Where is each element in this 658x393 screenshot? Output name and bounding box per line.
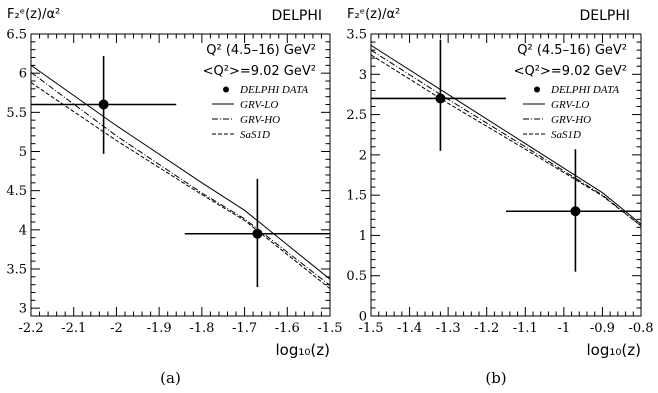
- x-tick-label: -0.9: [590, 321, 615, 336]
- x-tick-label: -1.8: [189, 321, 214, 336]
- experiment-title: DELPHI: [579, 8, 630, 24]
- x-tick-label: -1.1: [513, 321, 538, 336]
- x-tick-label: -2.1: [61, 321, 86, 336]
- experiment-title: DELPHI: [271, 8, 322, 24]
- x-tick-label: -1.6: [275, 321, 300, 336]
- legend-label: DELPHI DATA: [550, 84, 619, 96]
- x-axis-label: log₁₀(z): [276, 341, 330, 359]
- q2-mean-label: <Q²>=9.02 GeV²: [203, 64, 316, 79]
- plot-frame: [370, 33, 642, 317]
- legend-label: SaS1D: [551, 129, 581, 141]
- x-tick-label: -1.4: [397, 321, 422, 336]
- y-tick-label: 1.5: [346, 189, 367, 204]
- x-tick-label: -1.3: [436, 321, 461, 336]
- x-tick-label: -2: [110, 321, 123, 336]
- legend-label: SaS1D: [240, 129, 270, 141]
- q2-mean-label: <Q²>=9.02 GeV²: [514, 64, 627, 79]
- data-point: [570, 206, 581, 217]
- legend-marker-data: [223, 86, 229, 93]
- y-tick-label: 3.5: [6, 263, 27, 278]
- x-tick-label: -0.8: [628, 321, 653, 336]
- series-line-sas1d: [31, 82, 330, 289]
- legend-label: GRV-LO: [240, 99, 278, 111]
- y-axis-label: F₂ᵉ(z)/α²: [347, 7, 400, 22]
- legend-label: GRV-HO: [551, 114, 591, 126]
- series-line-grv-lo: [31, 64, 330, 280]
- y-tick-label: 4.5: [6, 184, 27, 199]
- series-line-grv-lo: [371, 44, 641, 225]
- y-tick-label: 3: [359, 68, 367, 83]
- series-line-grv-ho: [371, 49, 641, 227]
- x-tick-label: -1.2: [474, 321, 499, 336]
- series-line-grv-ho: [31, 71, 330, 286]
- series-line-sas1d: [371, 54, 641, 227]
- legend-label: GRV-LO: [551, 99, 589, 111]
- y-tick-label: 0: [359, 310, 367, 325]
- legend-label: DELPHI DATA: [239, 84, 308, 96]
- x-tick-label: -1.5: [358, 321, 383, 336]
- x-tick-label: -1: [558, 321, 571, 336]
- chart-panel-b: -1.5 -1.4 -1.3 -1.2 -1.1 -1 -0.9 -0.8 0 0.5 1 1.5 2 2…: [346, 7, 653, 387]
- data-point: [435, 93, 446, 104]
- x-tick-label: -1.5: [317, 321, 342, 336]
- x-tick-label: -2.2: [18, 321, 43, 336]
- y-tick-label: 6.5: [6, 28, 27, 43]
- y-tick-label: 5.5: [6, 106, 27, 121]
- data-point: [98, 99, 109, 110]
- y-tick-label: 6: [19, 67, 27, 82]
- panel-caption: (a): [160, 369, 181, 387]
- y-tick-label: 3.5: [346, 28, 367, 43]
- y-tick-label: 5: [19, 145, 27, 160]
- x-axis-label: log₁₀(z): [587, 341, 641, 359]
- y-tick-label: 2.5: [346, 108, 367, 123]
- y-axis-label: F₂ᵉ(z)/α²: [7, 7, 60, 22]
- y-tick-label: 0.5: [346, 269, 367, 284]
- data-point: [252, 228, 263, 239]
- y-tick-label: 1: [359, 229, 367, 244]
- y-tick-label: 4: [19, 223, 27, 238]
- x-tick-label: -1.7: [232, 321, 257, 336]
- y-tick-label: 2: [359, 148, 367, 163]
- q2-range-label: Q² (4.5–16) GeV²: [517, 43, 627, 58]
- y-tick-label: 3: [19, 302, 27, 317]
- chart-panel-a: -2.2 -2.1 -2 -1.9 -1.8 -1.7 -1.6 -1.5 3 3.5 4 4.5 5 5…: [6, 7, 342, 387]
- legend-label: GRV-HO: [240, 114, 280, 126]
- x-tick-label: -1.9: [147, 321, 172, 336]
- q2-range-label: Q² (4.5–16) GeV²: [206, 43, 316, 58]
- legend-marker-data: [534, 86, 540, 93]
- panel-caption: (b): [485, 369, 506, 387]
